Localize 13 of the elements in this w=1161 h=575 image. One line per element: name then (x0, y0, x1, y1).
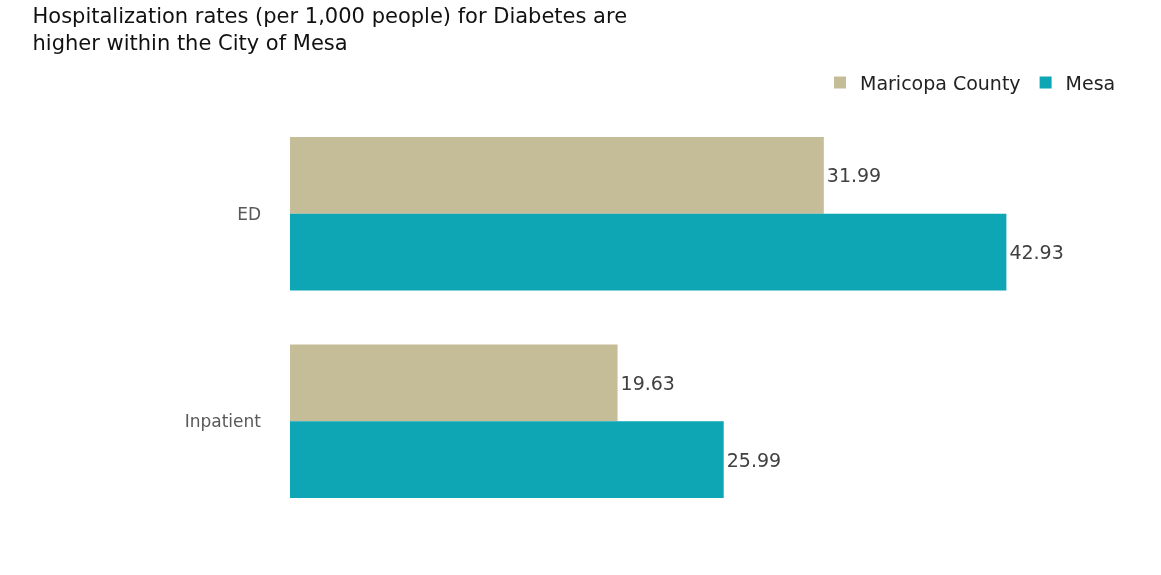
bar (290, 421, 724, 499)
data-label: 42.93 (1009, 241, 1064, 264)
y-tick-label: ED (237, 203, 261, 224)
data-label: 19.63 (620, 371, 675, 394)
data-label: 31.99 (826, 164, 882, 187)
chart-title: Hospitalization rates (per 1,000 people) for Diabetes are higher within the City of Mesa (32, 4, 628, 56)
bar (290, 344, 618, 422)
bar (290, 136, 824, 214)
y-tick-label: Inpatient (184, 411, 262, 432)
data-label: 25.99 (726, 448, 782, 471)
legend-label: Maricopa County (860, 71, 1021, 94)
bar (290, 213, 1007, 291)
legend-label: Mesa (1065, 71, 1116, 94)
